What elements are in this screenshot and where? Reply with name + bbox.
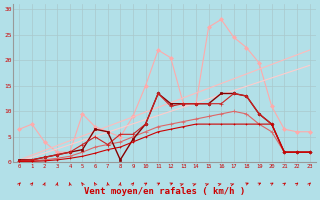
X-axis label: Vent moyen/en rafales ( km/h ): Vent moyen/en rafales ( km/h ) xyxy=(84,187,245,196)
